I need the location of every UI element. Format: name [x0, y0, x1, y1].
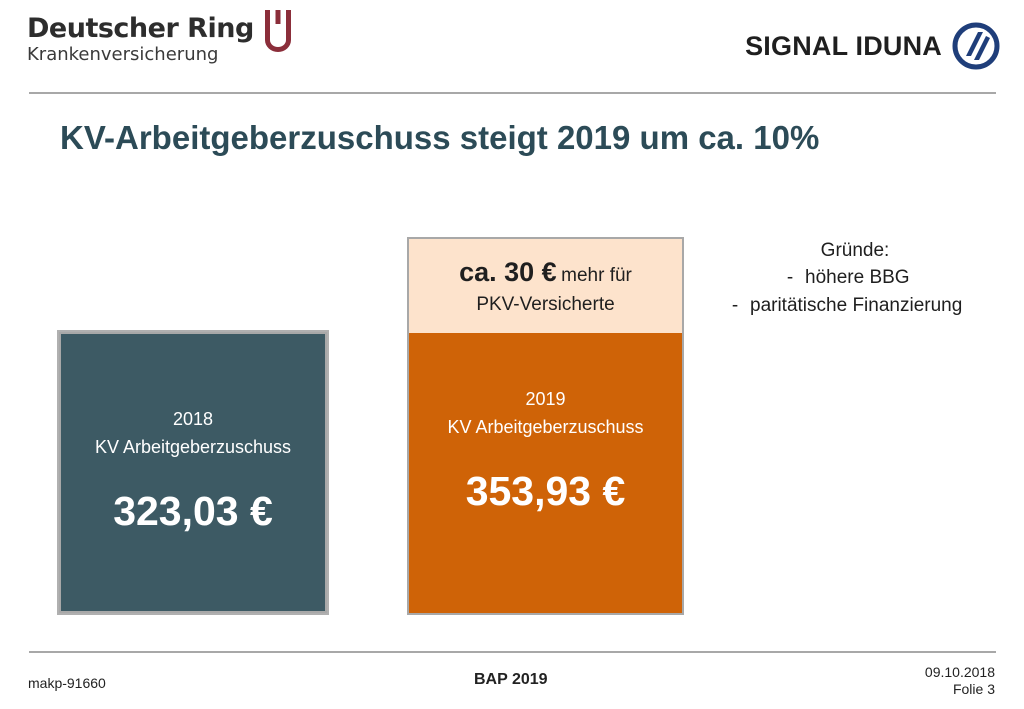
- box-2019-amount: 353,93 €: [465, 468, 626, 514]
- footer-slide-number: Folie 3: [952, 681, 995, 697]
- reason-item: - höhere BBG: [720, 264, 990, 292]
- box-2019-extra-line2: PKV-Versicherte: [476, 294, 615, 315]
- deutscher-ring-logo: Deutscher Ring Krankenversicherung: [27, 14, 254, 66]
- deutscher-ring-name: Deutscher Ring: [27, 13, 254, 44]
- footer-meta: 09.10.2018 Folie 3: [925, 664, 995, 698]
- signal-iduna-logo: SIGNAL IDUNA: [745, 22, 1000, 70]
- signal-iduna-name: SIGNAL IDUNA: [745, 30, 942, 61]
- box-2019-label: KV Arbeitgeberzuschuss: [447, 417, 644, 437]
- reasons-title: Gründe:: [820, 240, 890, 261]
- page-title: KV-Arbeitgeberzuschuss steigt 2019 um ca…: [60, 119, 820, 156]
- box-2019-extra-amount: ca. 30 €: [459, 257, 557, 287]
- deutscher-ring-subtitle: Krankenversicherung: [27, 44, 219, 65]
- box-2019-year: 2019: [525, 389, 566, 409]
- footer-code: makp-91660: [28, 675, 106, 691]
- signal-iduna-emblem-icon: [952, 22, 1000, 70]
- reason-dash: -: [786, 267, 794, 288]
- footer-divider: [29, 651, 996, 653]
- reason-item: - paritätische Finanzierung: [720, 292, 990, 320]
- reason-text: höhere BBG: [805, 267, 910, 288]
- box-2018-year: 2018: [172, 409, 214, 429]
- deutscher-ring-emblem-icon: [265, 10, 291, 52]
- box-2018-label: KV Arbeitgeberzuschuss: [94, 437, 292, 457]
- box-2019-extra: ca. 30 € mehr für PKV-Versicherte: [407, 237, 684, 333]
- reasons-list: Gründe: - höhere BBG - paritätische Fina…: [720, 238, 990, 320]
- reason-dash: -: [731, 295, 739, 316]
- box-2019-extra-text: mehr für: [561, 265, 632, 286]
- footer-center-label: BAP 2019: [474, 671, 548, 688]
- footer-date: 09.10.2018: [924, 664, 995, 680]
- box-2019: 2019 KV Arbeitgeberzuschuss 353,93 €: [407, 333, 684, 615]
- box-2019-extra-line1: ca. 30 € mehr für: [409, 257, 682, 288]
- box-2018-amount: 323,03 €: [113, 488, 273, 534]
- reason-text: paritätische Finanzierung: [750, 295, 963, 316]
- header-divider: [29, 92, 996, 94]
- box-2018: 2018 KV Arbeitgeberzuschuss 323,03 €: [57, 330, 329, 615]
